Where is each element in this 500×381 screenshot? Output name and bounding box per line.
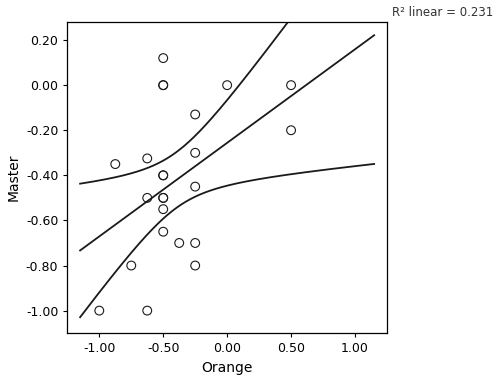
Point <box>191 240 199 246</box>
Text: R² linear = 0.231: R² linear = 0.231 <box>392 6 494 19</box>
Point <box>128 263 136 269</box>
X-axis label: Orange: Orange <box>202 361 253 375</box>
Point <box>175 240 183 246</box>
Point <box>159 172 167 178</box>
Point <box>159 55 167 61</box>
Point <box>159 206 167 212</box>
Point <box>223 82 231 88</box>
Point <box>159 195 167 201</box>
Point <box>191 111 199 117</box>
Y-axis label: Master: Master <box>6 154 20 201</box>
Point <box>143 155 151 162</box>
Point <box>287 82 295 88</box>
Point <box>159 229 167 235</box>
Point <box>143 195 151 201</box>
Point <box>112 161 120 167</box>
Point <box>159 82 167 88</box>
Point <box>96 307 104 314</box>
Point <box>159 172 167 178</box>
Point <box>191 263 199 269</box>
Point <box>191 150 199 156</box>
Point <box>159 82 167 88</box>
Point <box>191 184 199 190</box>
Point <box>143 307 151 314</box>
Point <box>287 127 295 133</box>
Point <box>159 195 167 201</box>
